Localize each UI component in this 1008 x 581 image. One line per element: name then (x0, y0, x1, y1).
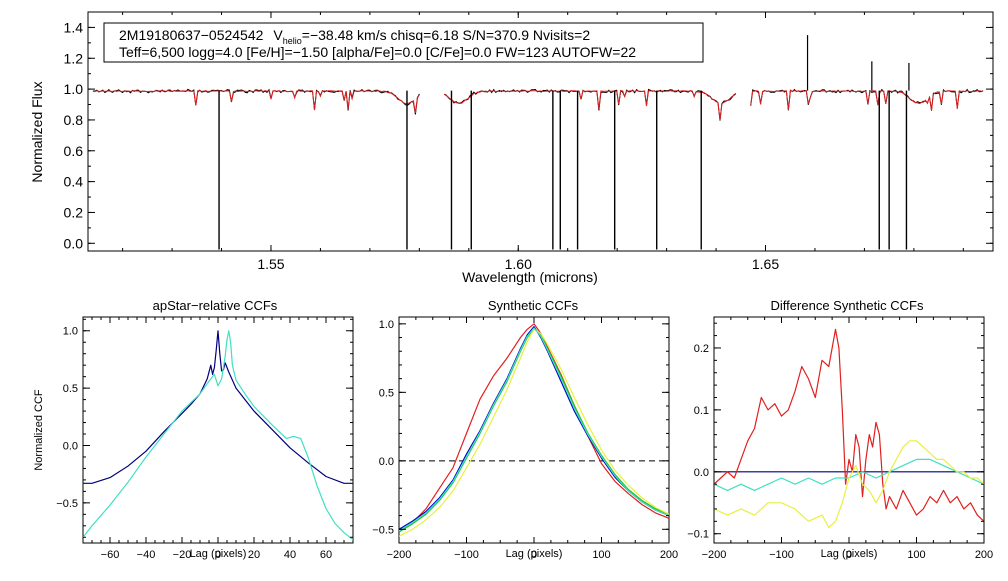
series-line-visit-2 (83, 330, 353, 541)
spectrum-axes: 1.55 1.60 1.65 0.0 0.2 0.4 0.6 0.8 1.0 1.2 1.4 (64, 11, 993, 272)
model-spectrum-chip-2 (443, 90, 737, 120)
synthetic-ccf-frame (398, 316, 670, 544)
x-tick-label: 40 (284, 549, 296, 561)
x-tick-label: 200 (975, 549, 993, 561)
y-tick-label: 0.1 (694, 405, 709, 417)
x-tick-label: −20 (173, 549, 192, 561)
observed-spectrum-chip-1 (92, 88, 420, 115)
synthetic-ccf-title: Synthetic CCFs (488, 298, 579, 313)
synthetic-ccf-xlabel: Lag (pixels) (506, 548, 563, 560)
x-tick-label: 100 (907, 549, 925, 561)
synthetic-ccf-axes: −200 −100 0 100 200 −0.5 0.0 0.5 1.0 (372, 317, 678, 561)
apstar-ccf-title: apStar−relative CCFs (153, 298, 278, 313)
spectrum-plot-area (92, 35, 984, 250)
y-tick-label: 0.8 (64, 112, 84, 128)
x-tick-label: 1.60 (505, 256, 532, 272)
spectrum-frame (87, 11, 994, 252)
synthetic-ccf-plot-area (399, 323, 669, 537)
series-line-yellow (714, 440, 984, 529)
series-line-visit-1 (83, 330, 353, 484)
y-tick-label: 0.0 (379, 456, 394, 468)
y-tick-label: −0.5 (372, 524, 394, 536)
x-tick-label: −60 (101, 549, 120, 561)
apstar-ccf-frame (82, 316, 354, 544)
series-line-cyan (714, 458, 984, 491)
apstar-ccf-plot-area (83, 330, 353, 541)
y-tick-label: 0.5 (63, 383, 78, 395)
x-tick-label: 0 (531, 549, 537, 561)
difference-ccf-plot-area (714, 328, 984, 529)
y-tick-label: 0.6 (64, 143, 84, 159)
x-tick-label: 60 (320, 549, 332, 561)
info-line-2: Teff=6,500 logg=4.0 [Fe/H]=−1.50 [alpha/… (119, 44, 636, 60)
y-tick-label: 0.0 (63, 440, 78, 452)
x-tick-label: 20 (248, 549, 260, 561)
y-tick-label: 1.2 (64, 50, 84, 66)
apstar-ccf-ylabel: Normalized CCF (33, 389, 45, 471)
series-line-yellow (399, 328, 669, 537)
spectrum-xlabel: Wavelength (microns) (462, 269, 598, 285)
y-tick-label: 0.2 (694, 343, 709, 355)
x-tick-label: −100 (769, 549, 794, 561)
y-tick-label: 1.0 (63, 326, 78, 338)
y-tick-label: 0.5 (379, 387, 394, 399)
series-line-red (399, 323, 669, 533)
spectrum-ylabel: Normalized Flux (29, 81, 45, 182)
x-tick-label: 1.65 (752, 256, 779, 272)
difference-ccf-axes: −200 −100 0 100 200 −0.1 0.0 0.1 0.2 (687, 317, 993, 561)
y-tick-label: 1.4 (64, 19, 84, 35)
x-tick-label: 100 (592, 549, 610, 561)
info-line-1: 2M19180637−0524542 Vhelio=−38.48 km/s chi… (119, 27, 590, 46)
spectrum-panel: 1.55 1.60 1.65 0.0 0.2 0.4 0.6 0.8 1.0 1.2 1.4 2M1… (29, 11, 994, 285)
difference-ccf-panel: Difference Synthetic CCFs −200 −100 0 100 20… (687, 298, 993, 561)
y-tick-label: −0.1 (687, 529, 709, 541)
y-tick-label: −0.5 (56, 498, 78, 510)
y-tick-label: 1.0 (379, 319, 394, 331)
y-tick-label: 0.0 (694, 467, 709, 479)
series-line-green (399, 327, 669, 533)
x-tick-label: 0 (215, 549, 221, 561)
x-tick-label: −100 (454, 549, 479, 561)
series-line-cyan (399, 327, 669, 532)
difference-ccf-title: Difference Synthetic CCFs (771, 298, 924, 313)
x-tick-label: 200 (660, 549, 678, 561)
x-tick-label: −40 (137, 549, 156, 561)
x-tick-label: 0 (846, 549, 852, 561)
apstar-ccf-axes: −60 −40 −20 0 20 40 60 −0.5 0.0 0.5 1.0 (56, 317, 354, 561)
y-tick-label: 1.0 (64, 81, 84, 97)
apstar_ccf-series-layer (83, 330, 353, 541)
synthetic_ccf-series-layer (399, 323, 669, 537)
x-tick-label: −200 (387, 549, 412, 561)
y-tick-label: 0.4 (64, 174, 84, 190)
spectrum-series-layer (92, 35, 984, 250)
synthetic-ccf-panel: Synthetic CCFs −200 −100 0 100 200 −0.5 0.0 0.5… (372, 298, 678, 561)
observed-spectrum-chip-2 (443, 88, 737, 121)
y-tick-label: 0.0 (64, 235, 84, 251)
difference-ccf-xlabel: Lag (pixels) (821, 548, 878, 560)
difference_ccf-series-layer (714, 328, 984, 529)
x-tick-label: 1.55 (257, 256, 284, 272)
y-tick-label: 0.2 (64, 204, 84, 220)
model-spectrum-chip-3 (750, 90, 984, 111)
apstar-ccf-panel: apStar−relative CCFs −60 −40 −20 0 20 40 60 −0.… (33, 298, 354, 561)
series-line-blue (399, 326, 669, 530)
info-box (103, 22, 704, 63)
difference-ccf-frame (713, 316, 985, 544)
x-tick-label: −200 (702, 549, 727, 561)
series-line-red (714, 328, 984, 522)
model-spectrum-chip-1 (92, 90, 420, 114)
apstar-ccf-xlabel: Lag (pixels) (190, 548, 247, 560)
